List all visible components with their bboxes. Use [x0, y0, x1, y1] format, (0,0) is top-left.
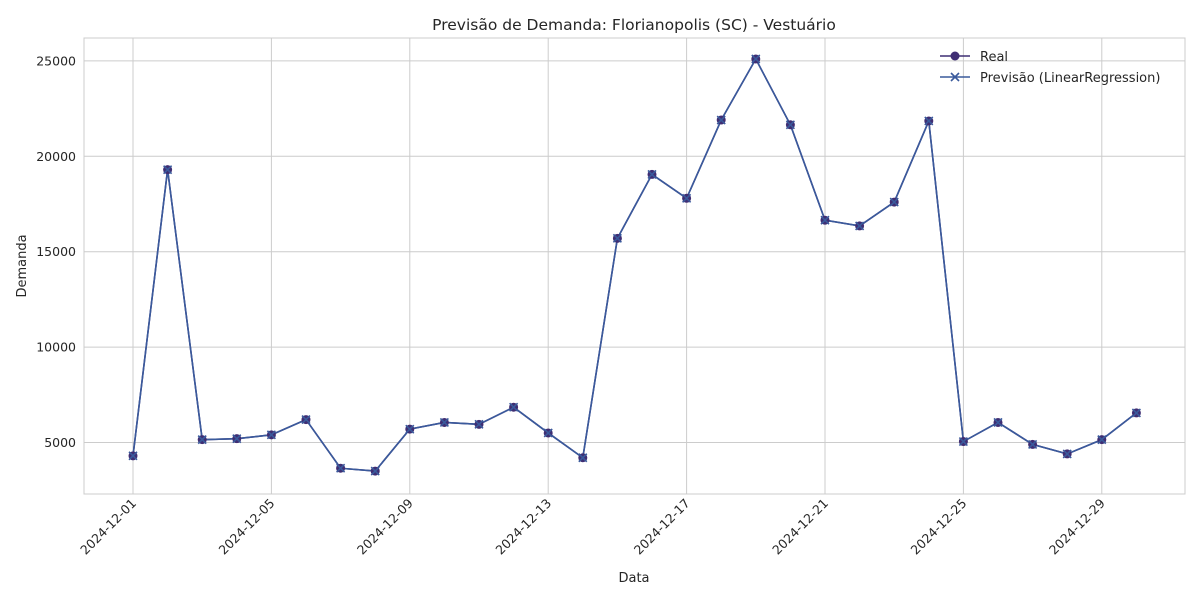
x-tick-label: 2024-12-01	[77, 496, 139, 558]
point-forecast	[751, 54, 761, 64]
grid	[84, 38, 1185, 494]
x-tick-label: 2024-12-29	[1046, 495, 1108, 557]
x-tick-label: 2024-12-13	[492, 496, 554, 558]
x-tick-label: 2024-12-21	[769, 496, 831, 558]
point-forecast	[647, 169, 657, 179]
x-tick-label: 2024-12-17	[631, 496, 693, 558]
y-tick-label: 20000	[36, 149, 76, 164]
point-forecast	[1062, 449, 1072, 459]
point-forecast	[889, 197, 899, 207]
y-tick-label: 10000	[36, 340, 76, 355]
point-forecast	[266, 430, 276, 440]
y-tick-label: 5000	[44, 435, 76, 450]
series-real-line	[132, 57, 1137, 472]
point-forecast	[785, 120, 795, 130]
point-forecast	[855, 221, 865, 231]
legend: Real Previsão (LinearRegression)	[940, 50, 1160, 86]
point-forecast	[716, 115, 726, 125]
point-forecast	[128, 451, 138, 461]
x-axis-ticks: 2024-12-01 2024-12-05 2024-12-09 2024-12-13…	[77, 495, 1108, 557]
y-tick-label: 25000	[36, 53, 76, 68]
x-axis-label: Data	[618, 571, 649, 586]
point-forecast	[820, 215, 830, 225]
point-forecast	[439, 417, 449, 428]
point-forecast	[509, 402, 519, 412]
legend-real-label: Real	[980, 50, 1008, 65]
legend-forecast-label: Previsão (LinearRegression)	[980, 71, 1160, 86]
point-forecast	[370, 466, 380, 476]
point-forecast	[543, 428, 553, 438]
point-forecast	[232, 434, 242, 444]
point-forecast	[958, 436, 968, 447]
legend-real-marker	[950, 51, 960, 61]
point-forecast	[301, 415, 311, 425]
point-forecast	[474, 419, 484, 429]
x-tick-label: 2024-12-25	[908, 496, 970, 558]
point-forecast	[1097, 435, 1107, 445]
x-tick-label: 2024-12-05	[216, 496, 278, 558]
y-tick-label: 15000	[36, 244, 76, 259]
series-forecast-line	[132, 57, 1137, 472]
point-forecast	[1028, 439, 1038, 449]
series	[128, 54, 1141, 476]
point-forecast	[163, 165, 173, 175]
point-forecast	[993, 417, 1003, 428]
plot-frame	[83, 37, 1186, 495]
chart-title: Previsão de Demanda: Florianopolis (SC) …	[432, 16, 836, 34]
point-forecast	[612, 233, 622, 243]
point-forecast	[924, 116, 934, 126]
point-forecast	[336, 463, 346, 473]
y-axis-label: Demanda	[15, 234, 30, 297]
point-forecast	[197, 435, 207, 445]
point-forecast	[682, 193, 692, 203]
point-forecast	[405, 424, 415, 434]
x-tick-label: 2024-12-09	[354, 495, 416, 557]
legend-forecast-marker	[950, 72, 960, 82]
point-forecast	[578, 453, 588, 463]
point-forecast	[1131, 408, 1141, 418]
y-axis-ticks: 5000 10000 15000 20000 25000	[36, 53, 76, 450]
